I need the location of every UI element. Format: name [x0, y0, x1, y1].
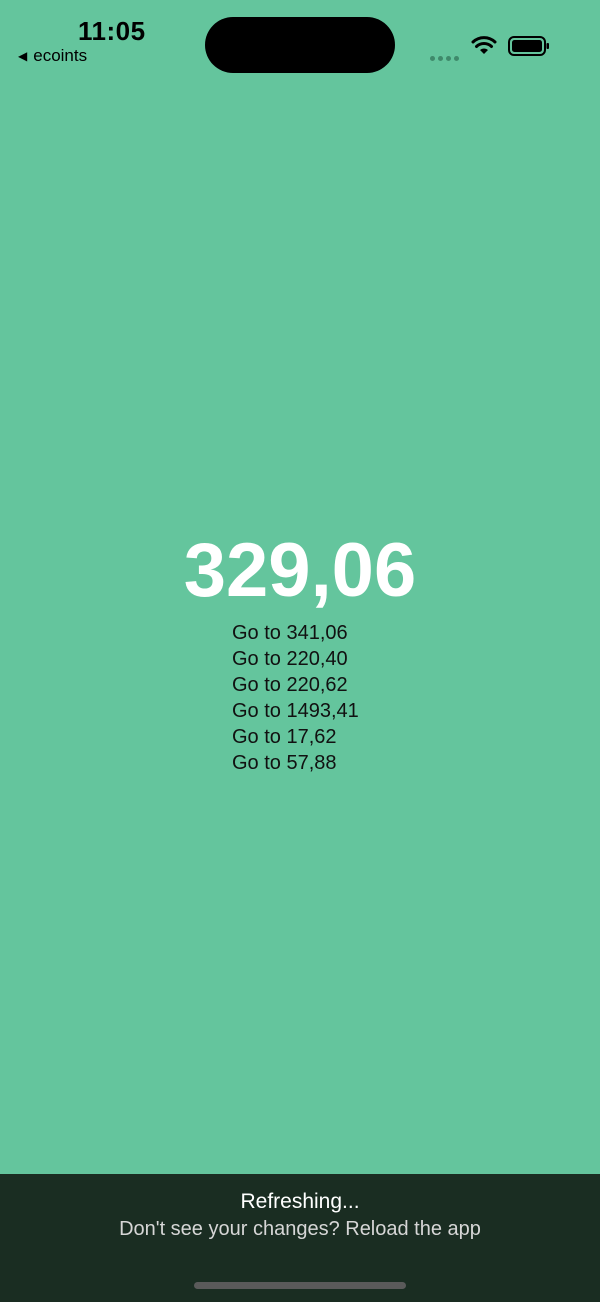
go-to-link[interactable]: Go to 1493,41: [232, 700, 359, 722]
go-to-link[interactable]: Go to 57,88: [232, 752, 337, 774]
wifi-icon: [471, 36, 497, 54]
refresh-title: Refreshing...: [240, 1190, 360, 1213]
go-to-link[interactable]: Go to 220,40: [232, 648, 348, 670]
back-triangle-icon: ◀: [18, 49, 28, 63]
status-time: 11:05: [78, 16, 146, 46]
reload-app-message[interactable]: Don't see your changes? Reload the app: [119, 1218, 481, 1240]
status-bar: 11:05 ◀ ecoints: [0, 0, 600, 80]
dynamic-island: [205, 17, 395, 73]
cellular-signal-icon: [430, 48, 462, 61]
battery-icon: [508, 36, 549, 56]
go-to-link[interactable]: Go to 220,62: [232, 674, 348, 696]
go-to-link[interactable]: Go to 341,06: [232, 622, 348, 644]
back-app-label: ecoints: [33, 46, 88, 65]
refresh-banner[interactable]: Refreshing... Don't see your changes? Re…: [0, 1174, 600, 1302]
go-to-link[interactable]: Go to 17,62: [232, 726, 337, 748]
back-to-app-button[interactable]: ◀ ecoints: [18, 46, 87, 66]
balance-amount: 329,06: [183, 528, 417, 613]
go-to-list: Go to 341,06 Go to 220,40 Go to 220,62 G…: [232, 620, 359, 776]
home-indicator[interactable]: [194, 1282, 406, 1289]
